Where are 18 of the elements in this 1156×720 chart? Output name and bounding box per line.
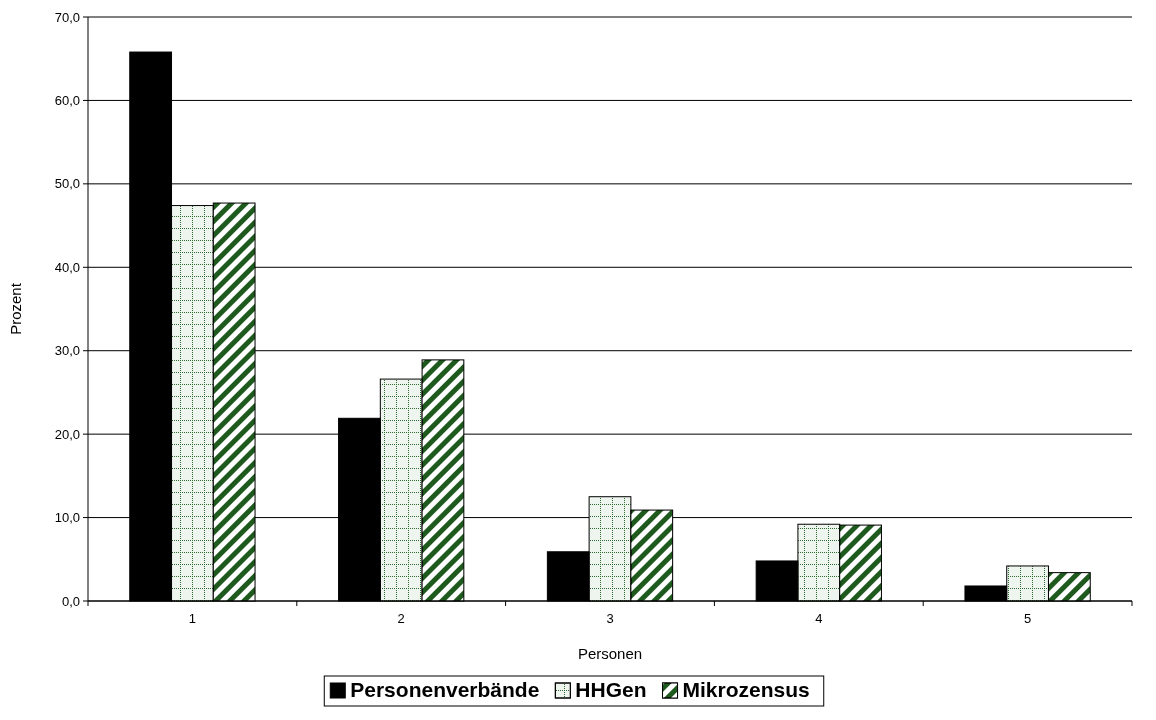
y-axis-title: Prozent	[7, 282, 24, 335]
legend-label: Mikrozensus	[682, 678, 810, 701]
y-tick-label: 10,0	[54, 510, 80, 526]
y-tick-label: 20,0	[54, 426, 80, 442]
y-tick-label: 30,0	[54, 343, 80, 359]
x-tick-label: 1	[188, 611, 197, 626]
x-axis-title: Personen	[577, 645, 643, 662]
y-tick-label: 0,0	[61, 593, 80, 609]
legend-label: HHGen	[575, 678, 647, 701]
y-tick-label: 40,0	[54, 259, 80, 275]
x-tick-label: 2	[397, 611, 405, 626]
y-tick-label: 60,0	[54, 92, 80, 108]
x-tick-label: 5	[1023, 611, 1032, 626]
y-tick-label: 50,0	[54, 176, 80, 192]
legend-label: Personenverbände	[350, 678, 540, 701]
x-tick-label: 3	[606, 611, 614, 626]
y-tick-label: 70,0	[54, 9, 80, 25]
x-tick-label: 4	[815, 611, 823, 626]
